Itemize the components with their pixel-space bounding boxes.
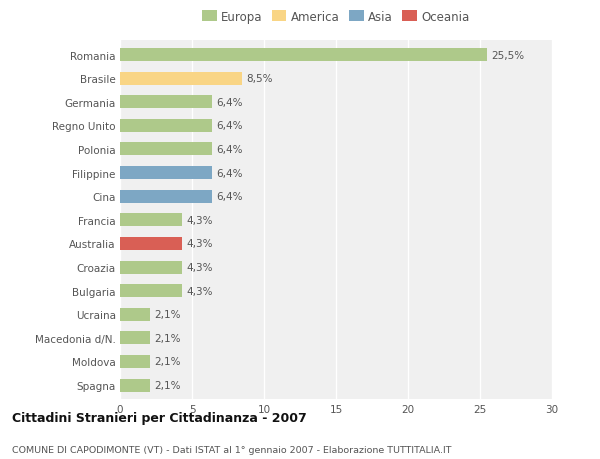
Text: 6,4%: 6,4% <box>217 121 243 131</box>
Text: 2,1%: 2,1% <box>155 380 181 390</box>
Text: 4,3%: 4,3% <box>186 286 213 296</box>
Bar <box>120 96 212 109</box>
Text: COMUNE DI CAPODIMONTE (VT) - Dati ISTAT al 1° gennaio 2007 - Elaborazione TUTTIT: COMUNE DI CAPODIMONTE (VT) - Dati ISTAT … <box>12 445 452 454</box>
Bar <box>120 214 182 227</box>
Bar <box>120 308 150 321</box>
Legend: Europa, America, Asia, Oceania: Europa, America, Asia, Oceania <box>202 11 470 23</box>
Text: 2,1%: 2,1% <box>155 309 181 319</box>
Bar <box>120 120 212 133</box>
Text: 4,3%: 4,3% <box>186 239 213 249</box>
Bar <box>120 285 182 297</box>
Text: Cittadini Stranieri per Cittadinanza - 2007: Cittadini Stranieri per Cittadinanza - 2… <box>12 412 307 425</box>
Text: 6,4%: 6,4% <box>217 98 243 107</box>
Text: 25,5%: 25,5% <box>491 50 524 61</box>
Bar <box>120 73 242 85</box>
Text: 2,1%: 2,1% <box>155 333 181 343</box>
Bar <box>120 49 487 62</box>
Text: 6,4%: 6,4% <box>217 192 243 202</box>
Bar <box>120 237 182 250</box>
Text: 8,5%: 8,5% <box>247 74 273 84</box>
Text: 6,4%: 6,4% <box>217 168 243 178</box>
Text: 4,3%: 4,3% <box>186 263 213 273</box>
Bar <box>120 355 150 368</box>
Bar <box>120 261 182 274</box>
Bar <box>120 379 150 392</box>
Text: 2,1%: 2,1% <box>155 357 181 367</box>
Bar <box>120 143 212 156</box>
Bar <box>120 190 212 203</box>
Bar <box>120 331 150 345</box>
Text: 4,3%: 4,3% <box>186 215 213 225</box>
Bar <box>120 167 212 179</box>
Text: 6,4%: 6,4% <box>217 145 243 155</box>
